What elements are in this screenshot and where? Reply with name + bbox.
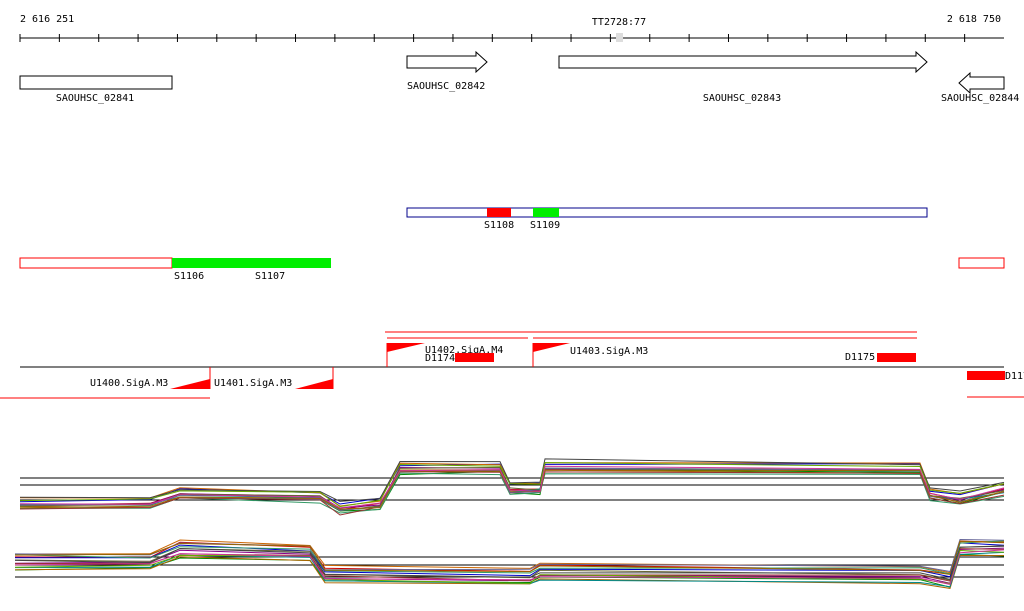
- gene-arrow: [558, 50, 928, 74]
- ruler-end: 2 618 750: [947, 14, 1001, 25]
- trace: [14, 542, 1005, 578]
- expression-traces: [14, 458, 1005, 589]
- trace: [14, 540, 1005, 576]
- marker-box: [616, 33, 623, 42]
- segment: [533, 208, 559, 217]
- segment-box: [958, 257, 1005, 269]
- promoter: [533, 343, 570, 352]
- gene-arrow: [406, 50, 488, 74]
- segment-label: S1108: [484, 220, 514, 231]
- promoter-label: U1403.SigA.M3: [570, 346, 648, 357]
- terminator: [455, 353, 494, 362]
- genes: SAOUHSC_02841 SAOUHSC_02842 SAOUHSC_0284…: [19, 50, 1019, 104]
- segment-box: [406, 207, 928, 218]
- segment-box: [19, 257, 173, 269]
- ruler-start: 2 616 251: [20, 14, 74, 25]
- promoter-label: U1401.SigA.M3: [214, 378, 292, 389]
- promoter: [387, 343, 425, 352]
- promoter: [295, 379, 333, 389]
- terminator: [877, 353, 916, 362]
- segment-label: S1109: [530, 220, 560, 231]
- promoter: [170, 379, 210, 389]
- gene-label: SAOUHSC_02842: [407, 81, 485, 92]
- terminator-label: D117: [1005, 371, 1024, 382]
- trace: [19, 468, 1005, 511]
- terminator-label: D1174: [425, 353, 455, 364]
- ruler: 2 616 251 2 618 750 TT2728:77: [19, 14, 1004, 42]
- trace: [19, 469, 1005, 510]
- promoter-label: U1400.SigA.M3: [90, 378, 168, 389]
- trace: [14, 549, 1005, 585]
- segment: [487, 208, 511, 217]
- segments: S1108 S1109 S1106 S1107: [19, 207, 1005, 282]
- trace: [19, 458, 1005, 502]
- gene-box: [19, 75, 173, 90]
- segment-label: S1107: [255, 271, 285, 282]
- trace: [14, 545, 1005, 580]
- trace: [19, 465, 1005, 509]
- features: U1400.SigA.M3 U1401.SigA.M3 U1402.SigA.M…: [0, 331, 1024, 399]
- segment-label: S1106: [174, 271, 204, 282]
- gene-arrow: [958, 71, 1005, 95]
- terminator-label: D1175: [845, 352, 875, 363]
- terminator: [967, 371, 1005, 380]
- promoter-label: U1402.SigA.M4: [425, 345, 503, 356]
- segment: [172, 258, 331, 268]
- gene-label: SAOUHSC_02844: [941, 93, 1019, 104]
- gene-label: SAOUHSC_02841: [56, 93, 134, 104]
- gene-label: SAOUHSC_02843: [703, 93, 781, 104]
- ruler-marker: TT2728:77: [592, 17, 646, 28]
- trace: [19, 472, 1005, 514]
- trace: [19, 462, 1005, 508]
